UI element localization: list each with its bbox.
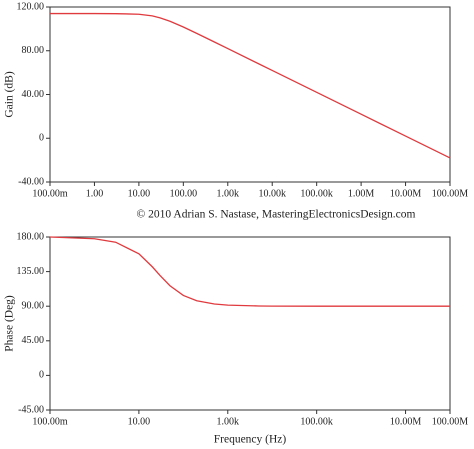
x-tick-label: 1.00k [217, 416, 240, 427]
y-axis-label: Phase (Deg) [4, 295, 16, 352]
y-axis-label: Gain (dB) [4, 71, 16, 117]
y-tick-label: 0 [39, 370, 44, 381]
x-tick-label: 100.00m [32, 416, 68, 427]
x-tick-label: 100.00k [300, 416, 333, 427]
x-tick-label: 10.00M [390, 416, 422, 427]
x-tick-label: 1.00k [217, 188, 240, 199]
y-tick-label: -45.00 [18, 404, 44, 415]
x-tick-label: 100.00m [32, 188, 68, 199]
y-tick-label: 45.00 [22, 335, 45, 346]
y-tick-label: 40.00 [22, 89, 45, 100]
y-tick-label: 80.00 [22, 45, 45, 56]
y-tick-label: -40.00 [18, 176, 44, 187]
y-tick-label: 135.00 [17, 266, 45, 277]
x-tick-label: 100.00M [432, 188, 469, 199]
x-tick-label: 10.00k [258, 188, 286, 199]
plot-frame [49, 6, 451, 183]
x-tick-label: 10.00 [128, 416, 151, 427]
y-tick-label: 180.00 [17, 231, 45, 242]
x-tick-label: 10.00 [128, 188, 151, 199]
data-line [50, 12, 451, 159]
x-tick-label: 100.00k [300, 188, 333, 199]
x-tick-label: 100.00M [432, 416, 469, 427]
copyright: © 2010 Adrian S. Nastase, MasteringElect… [137, 209, 416, 221]
x-tick-label: 100.00 [170, 188, 198, 199]
data-line [49, 236, 450, 307]
x-tick-label: 10.00M [390, 188, 422, 199]
x-tick-label: 1.00M [348, 188, 375, 199]
x-axis-label: Frequency (Hz) [214, 434, 287, 446]
y-tick-label: 0 [39, 133, 44, 144]
y-tick-label: 120.00 [17, 1, 45, 12]
x-tick-label: 1.00 [86, 188, 104, 199]
plot-frame [49, 236, 451, 411]
y-tick-label: 90.00 [22, 300, 45, 311]
